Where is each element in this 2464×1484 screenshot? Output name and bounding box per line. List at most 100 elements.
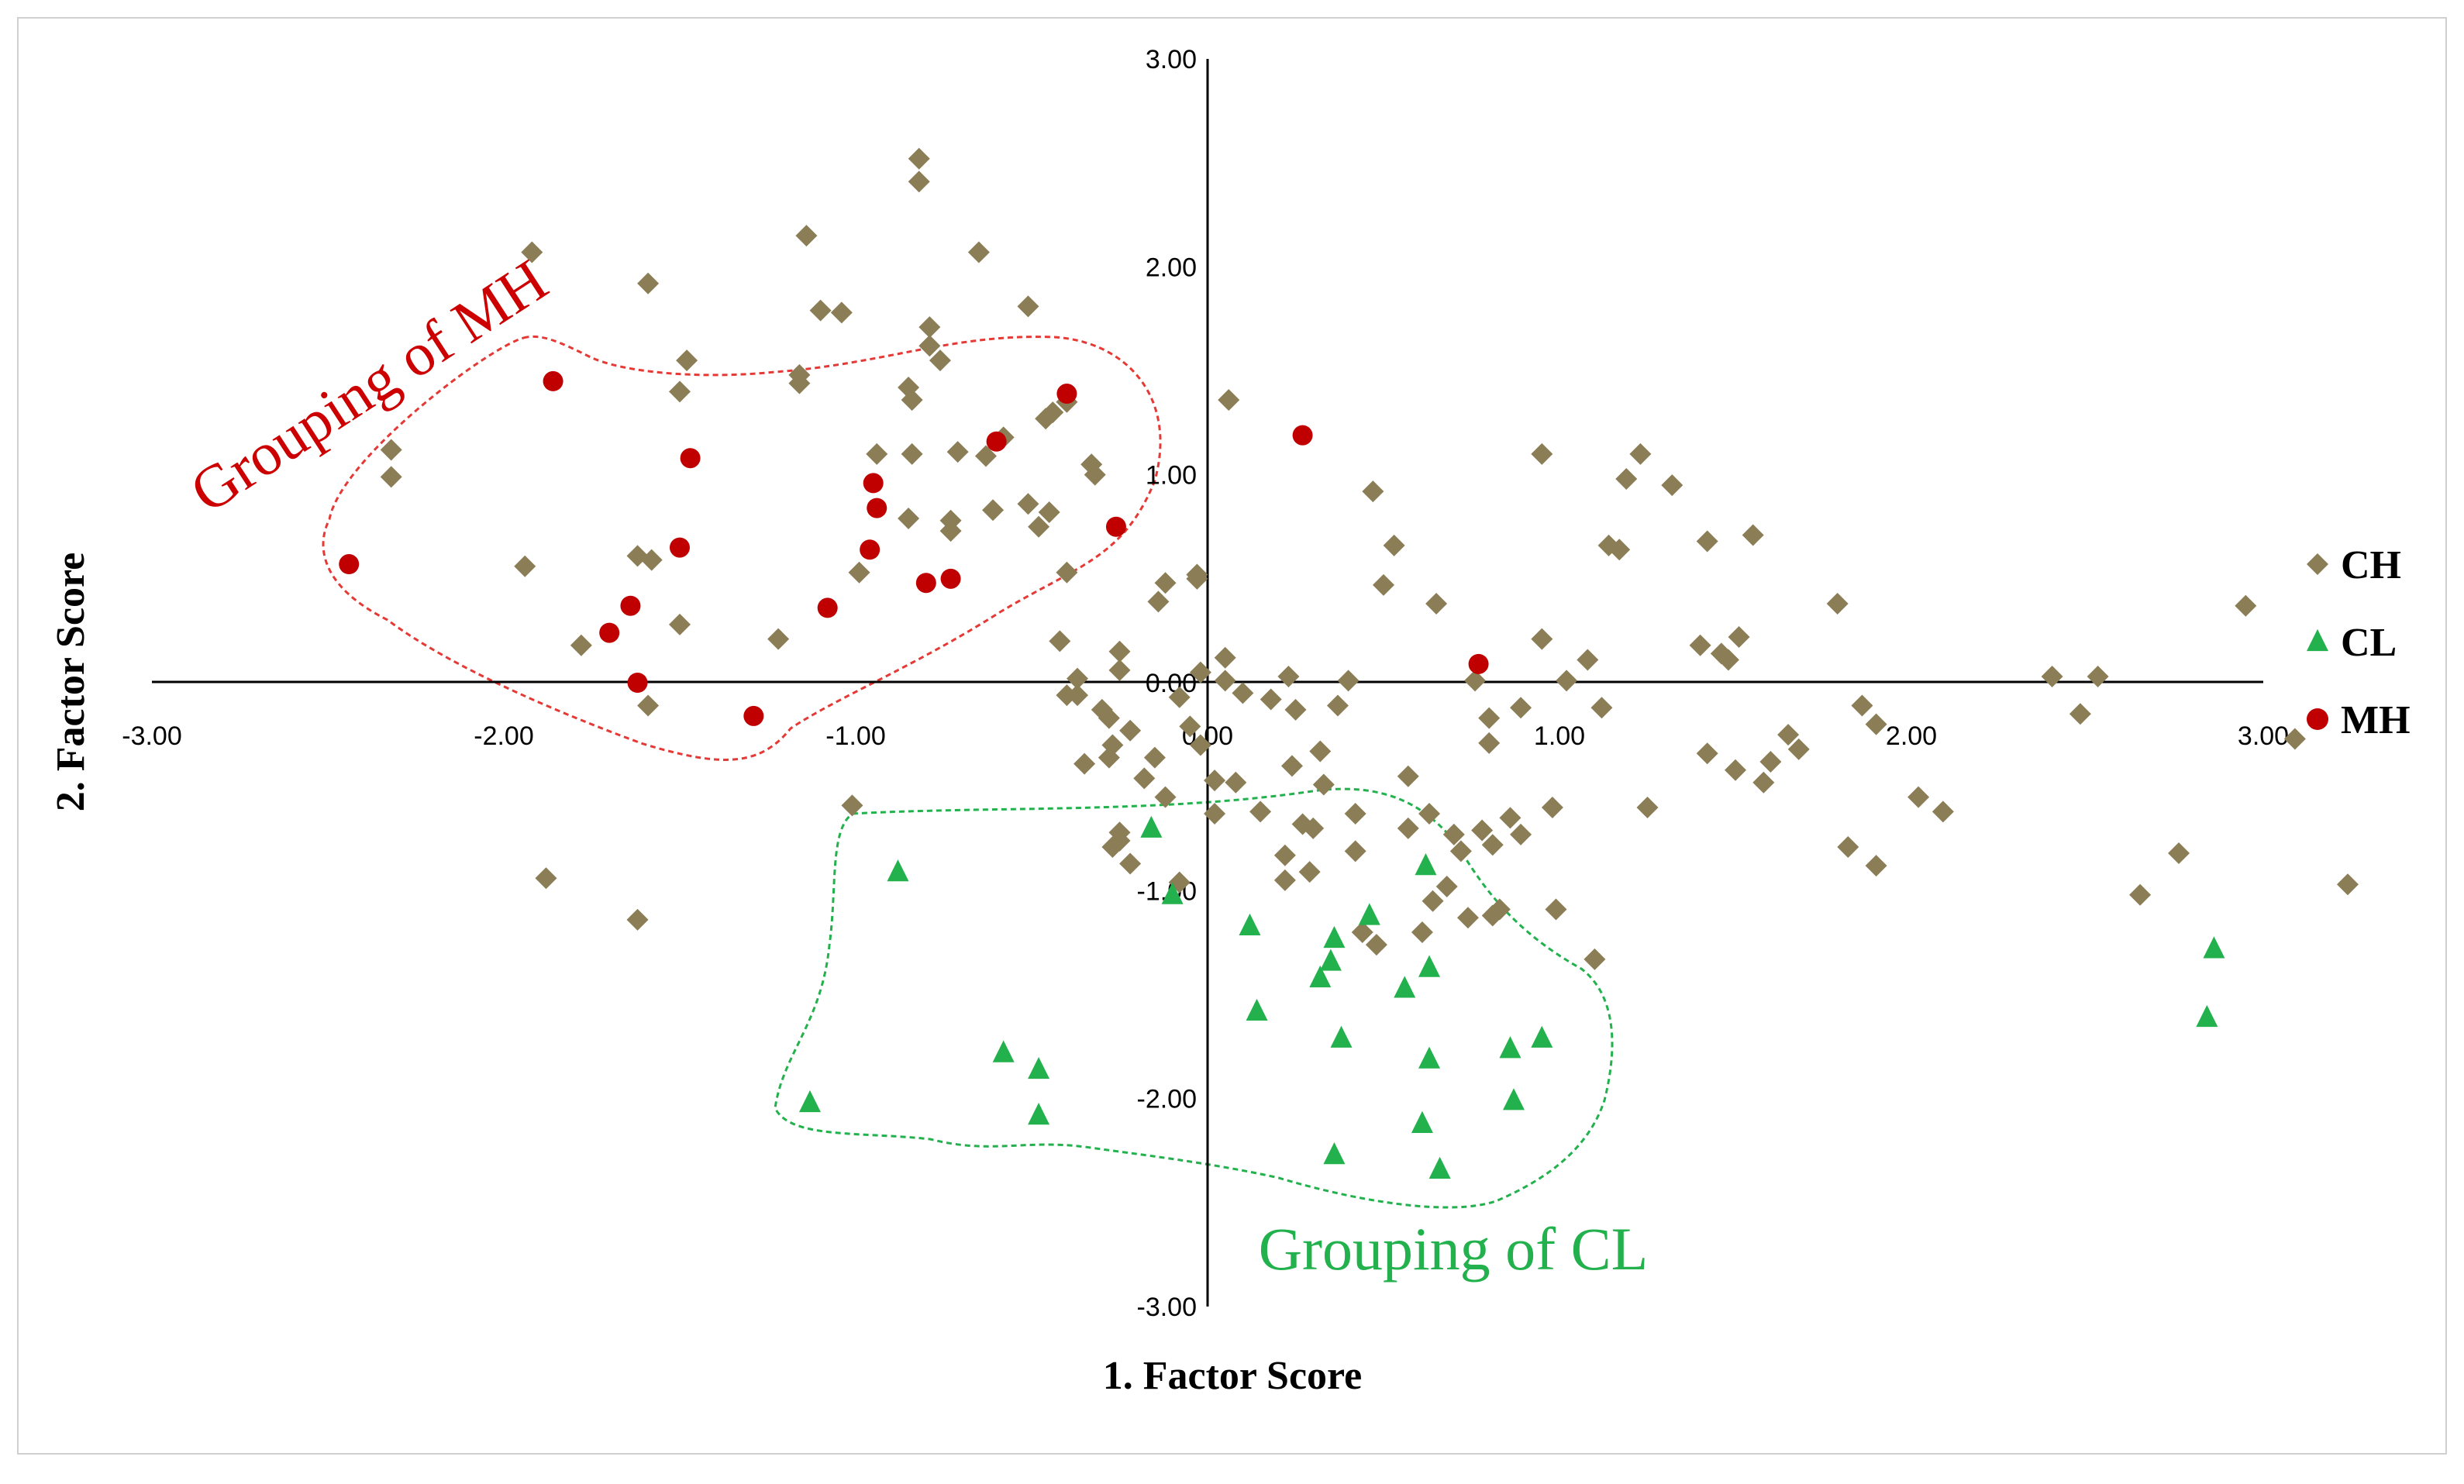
point-ch [1189,734,1211,756]
point-ch [380,466,402,488]
point-cl [2196,1004,2218,1028]
point-mh [543,370,563,391]
point-ch [521,241,543,263]
axes [152,59,2263,1307]
point-ch [1418,803,1441,825]
point-ch [2069,703,2091,725]
legend-marker-mh [2307,708,2328,730]
point-ch [1456,907,1479,929]
point-ch [1038,501,1060,523]
point-ch [1056,561,1078,584]
point-ch [1049,630,1071,652]
point-ch [1826,593,1849,615]
point-ch [1629,442,1652,465]
point-ch [1035,408,1057,430]
point-cl [1323,925,1346,949]
point-ch [1531,442,1553,465]
point-ch [1204,803,1226,825]
point-mh [1292,425,1313,446]
point-ch [1478,732,1501,754]
point-ch [841,794,863,817]
point-cl [992,1040,1015,1062]
point-mh [1105,516,1126,537]
point-ch [1179,715,1201,738]
point-ch [901,389,923,411]
point-ch [898,508,920,530]
point-cl [1415,853,1437,876]
point-ch [1280,755,1303,777]
point-ch [1154,572,1177,594]
point-ch [2235,594,2257,617]
point-ch [1787,738,1810,760]
legend-label-ch: CH [2341,543,2401,587]
point-cl [1140,815,1163,838]
point-ch [1284,698,1307,721]
point-mh [867,498,887,518]
point-ch [1154,786,1177,808]
point-cl [1411,1110,1433,1133]
point-mh [860,539,880,560]
point-ch [1098,707,1120,729]
point-mh [627,673,648,693]
point-ch [1119,852,1142,875]
point-ch [1488,898,1511,921]
point-mh [599,622,620,643]
point-ch [1147,591,1170,613]
point-ch [640,549,663,571]
point-ch [570,634,592,656]
point-ch [626,908,649,931]
point-ch [1471,819,1494,842]
point-cl [1330,1025,1353,1048]
point-ch [1273,869,1296,891]
point-ch [1312,773,1335,796]
point-ch [1232,682,1254,704]
x-axis-title: 1. Factor Score [1103,1354,1363,1398]
point-ch [1742,524,1764,546]
point-ch [1636,797,1659,818]
y-tick-label: 3.00 [1146,45,1197,74]
point-ch [1119,719,1142,742]
x-tick-label: -1.00 [825,721,886,751]
point-ch [1249,801,1272,823]
point-ch [1017,295,1039,318]
legend-label-cl: CL [2341,621,2397,665]
point-cl [887,859,909,882]
point-ch [1168,686,1191,708]
point-ch [1759,750,1782,773]
point-ch [1277,665,1300,687]
legend-marker-ch [2307,553,2328,575]
point-ch [1108,640,1131,663]
point-ch [1696,742,1718,765]
point-ch [1397,765,1419,787]
point-ch [1108,659,1131,681]
series-ch [380,147,2359,970]
point-ch [1101,835,1124,858]
point-ch [1865,855,1887,877]
point-ch [1615,468,1638,491]
point-mh [940,568,961,589]
point-mh [620,595,641,616]
point-ch [908,147,930,170]
point-ch [1084,463,1106,486]
point-ch [1435,875,1458,897]
point-mh [339,554,360,575]
point-ch [974,445,997,467]
point-ch [918,335,941,357]
point-ch [1531,628,1553,650]
point-cl [1358,903,1380,925]
point-ch [1028,515,1050,538]
point-ch [866,442,888,465]
point-ch [1344,840,1366,863]
series-cl [798,815,2225,1179]
point-mh [670,537,690,558]
point-ch [1556,670,1578,692]
legend-marker-cl [2307,628,2328,652]
point-ch [1590,697,1613,719]
point-mh [1468,653,1489,674]
point-cl [1418,955,1441,977]
point-mh [817,597,838,618]
point-ch [1777,724,1800,746]
point-ch [982,499,1005,522]
point-ch [918,316,941,339]
